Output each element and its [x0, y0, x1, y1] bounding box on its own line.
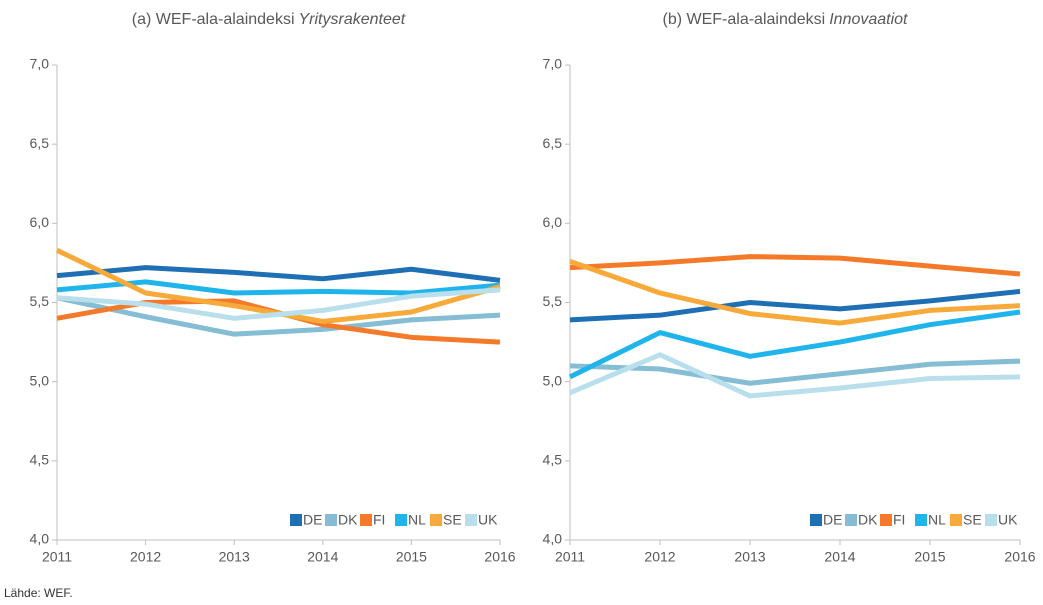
- legend-label: DE: [823, 512, 842, 528]
- legend-swatch: [845, 514, 857, 526]
- y-tick-label: 5,0: [30, 372, 50, 388]
- legend-swatch: [950, 514, 962, 526]
- legend-swatch: [810, 514, 822, 526]
- x-tick-label: 2011: [42, 549, 72, 565]
- line: [569, 254, 1021, 277]
- line: [568, 309, 1021, 380]
- line: [569, 358, 1021, 386]
- legend-swatch: [465, 514, 477, 526]
- legend-swatch: [915, 514, 927, 526]
- line: [569, 288, 1021, 323]
- legend-label: UK: [998, 512, 1018, 528]
- legend-label: FI: [893, 512, 905, 528]
- y-tick-label: 5,5: [30, 293, 50, 309]
- line: [56, 265, 501, 283]
- legend-swatch: [985, 514, 997, 526]
- legend-swatch: [360, 514, 372, 526]
- x-tick-label: 2013: [734, 549, 765, 565]
- legend-label: NL: [928, 512, 946, 528]
- legend-swatch: [880, 514, 892, 526]
- legend-swatch: [290, 514, 302, 526]
- title-emphasis: Yritysrakenteet: [299, 11, 406, 28]
- legend-label: DE: [303, 512, 322, 528]
- legend-label: DK: [858, 512, 878, 528]
- x-tick-label: 2013: [219, 549, 250, 565]
- x-tick-label: 2012: [130, 549, 161, 565]
- y-tick-label: 4,0: [30, 531, 50, 547]
- chart-title: (b) WEF-ala-alaindeksi Innovaatiot: [663, 11, 909, 28]
- line: [56, 287, 501, 321]
- x-tick-label: 2015: [396, 549, 427, 565]
- x-tick-label: 2014: [824, 549, 855, 565]
- y-tick-label: 6,5: [30, 135, 50, 151]
- x-tick-label: 2012: [644, 549, 675, 565]
- line: [569, 352, 1021, 399]
- y-tick-label: 6,0: [543, 214, 563, 230]
- legend-label: NL: [408, 512, 426, 528]
- y-tick-label: 4,5: [543, 452, 563, 468]
- legend-swatch: [325, 514, 337, 526]
- y-tick-label: 7,0: [543, 56, 563, 72]
- x-tick-label: 2011: [555, 549, 585, 565]
- y-tick-label: 7,0: [30, 56, 50, 72]
- legend-label: SE: [963, 512, 982, 528]
- y-tick-label: 6,0: [30, 214, 50, 230]
- y-tick-label: 6,5: [543, 135, 563, 151]
- legend-label: UK: [478, 512, 498, 528]
- x-tick-label: 2015: [914, 549, 945, 565]
- y-tick-label: 5,0: [543, 372, 563, 388]
- chart: (b) WEF-ala-alaindeksi Innovaatiot 4,0 4,5 5…: [543, 11, 1036, 564]
- x-tick-label: 2016: [1004, 549, 1035, 565]
- chart-title: (a) WEF-ala-alaindeksi Yritysrakenteet: [132, 11, 406, 28]
- title-text: (a) WEF-ala-alaindeksi: [132, 11, 295, 28]
- chart: (a) WEF-ala-alaindeksi Yritysrakenteet 4,0…: [30, 11, 516, 564]
- x-tick-label: 2016: [484, 549, 515, 565]
- line: [56, 295, 501, 337]
- title-emphasis: Innovaatiot: [829, 11, 908, 28]
- x-tick-label: 2014: [307, 549, 338, 565]
- y-tick-label: 4,0: [543, 531, 563, 547]
- y-tick-label: 5,5: [543, 293, 563, 309]
- legend-swatch: [430, 514, 442, 526]
- title-text: (b) WEF-ala-alaindeksi: [663, 11, 826, 28]
- legend-label: DK: [338, 512, 358, 528]
- line: [569, 258, 1021, 326]
- legend-label: FI: [373, 512, 385, 528]
- legend-label: SE: [443, 512, 462, 528]
- legend-swatch: [395, 514, 407, 526]
- y-tick-label: 4,5: [30, 452, 50, 468]
- source: Lähde: WEF.: [4, 586, 73, 600]
